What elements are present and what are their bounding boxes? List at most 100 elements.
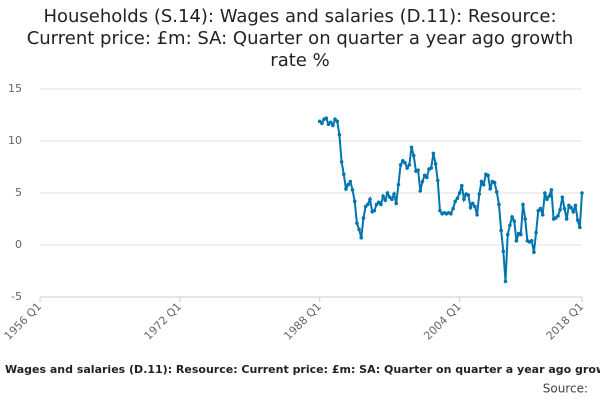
point [383, 198, 388, 203]
point [470, 201, 475, 206]
point [429, 166, 434, 170]
point [409, 145, 414, 150]
point [505, 232, 510, 237]
point [416, 168, 420, 172]
point [350, 188, 355, 192]
point [549, 188, 554, 192]
point [462, 197, 466, 202]
point [449, 212, 453, 216]
point [532, 250, 536, 255]
point [352, 199, 357, 204]
point [503, 279, 508, 284]
point [497, 202, 501, 207]
point [357, 227, 361, 232]
point [438, 208, 442, 213]
point [411, 153, 416, 158]
point [328, 120, 333, 125]
y-tick-label: 5 [15, 186, 22, 199]
y-tick-label: 0 [15, 238, 22, 251]
x-tick-label: 1972 Q1 [142, 300, 185, 343]
point [543, 191, 547, 195]
point [578, 225, 582, 230]
source: Source: [543, 382, 588, 396]
point [418, 189, 423, 193]
point [468, 205, 473, 210]
point [562, 206, 567, 211]
point [346, 182, 350, 187]
point [486, 173, 490, 178]
point [344, 187, 348, 191]
point [560, 195, 565, 199]
point [529, 239, 534, 243]
point [392, 192, 396, 196]
point [475, 213, 479, 217]
series-line [319, 116, 583, 282]
point [368, 197, 372, 202]
point [455, 196, 460, 200]
point [379, 202, 383, 207]
point [564, 217, 569, 221]
point [341, 172, 346, 177]
point [435, 178, 440, 183]
y-tick-label: 10 [8, 134, 22, 147]
point [479, 179, 484, 184]
point [501, 249, 506, 254]
x-tick-label: 2018 Q1 [544, 300, 587, 343]
point [451, 206, 455, 211]
point [558, 207, 562, 212]
point [396, 182, 401, 187]
point [339, 160, 344, 164]
point [508, 223, 512, 228]
point [459, 183, 464, 188]
point [381, 194, 385, 198]
point [425, 175, 429, 180]
point [361, 216, 366, 220]
point [420, 179, 425, 184]
point [366, 202, 370, 207]
x-tick-label: 1956 Q1 [2, 300, 45, 343]
point [519, 232, 523, 237]
point [499, 228, 503, 233]
point [494, 190, 499, 194]
point [405, 166, 409, 170]
y-tick-label: -5 [11, 290, 22, 303]
point [385, 191, 390, 195]
point [433, 162, 438, 166]
point [457, 191, 462, 195]
point [556, 214, 560, 218]
point [481, 182, 486, 187]
y-tick-label: 15 [8, 82, 22, 95]
point [407, 163, 412, 167]
point [466, 193, 471, 197]
point [320, 121, 324, 126]
point [545, 197, 549, 202]
point [512, 219, 517, 223]
point [473, 204, 477, 209]
point [372, 208, 377, 213]
x-tick-label: 2004 Q1 [421, 300, 464, 343]
point [510, 215, 514, 219]
series-label: Wages and salaries (D.11): Resource: Cur… [5, 363, 600, 376]
point [348, 179, 353, 184]
point [534, 230, 538, 235]
point [477, 192, 482, 196]
point [359, 235, 364, 240]
point [390, 197, 394, 202]
point [571, 209, 576, 214]
point [431, 151, 436, 156]
point [523, 217, 527, 221]
point [547, 194, 552, 198]
point [540, 213, 545, 217]
point [331, 123, 335, 128]
point [398, 163, 403, 167]
point [580, 191, 584, 195]
point [538, 206, 543, 211]
point [355, 221, 359, 225]
chart-title: Households (S.14): Wages and salaries (D… [26, 6, 574, 71]
point [394, 201, 399, 206]
point [514, 239, 519, 243]
point [569, 205, 573, 210]
point [521, 202, 525, 207]
